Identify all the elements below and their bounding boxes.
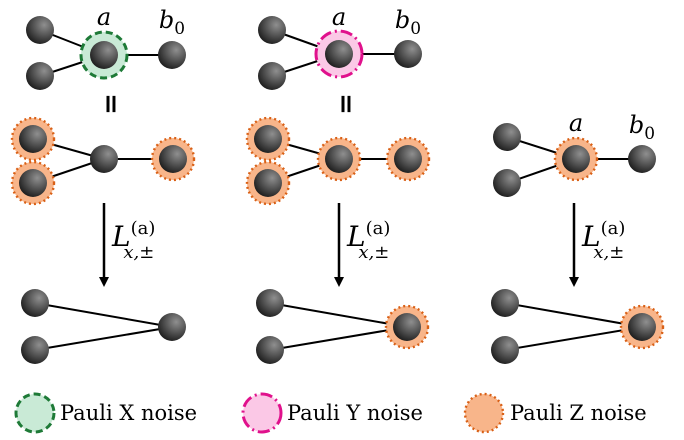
edge bbox=[504, 302, 643, 328]
vertex-label-b0: b0 bbox=[159, 6, 185, 39]
vertex-label-b0: b0 bbox=[395, 6, 421, 39]
graph-node bbox=[394, 40, 422, 68]
legend-item-z: Pauli Z noise bbox=[463, 392, 647, 434]
bottom-graph-y bbox=[256, 289, 430, 364]
graph-node bbox=[493, 169, 521, 197]
top-graph-x: a b0 bbox=[26, 3, 186, 90]
graph-node bbox=[628, 145, 656, 173]
vertex-label-a: a bbox=[569, 109, 583, 137]
graph-node bbox=[256, 289, 284, 317]
graph-node bbox=[258, 16, 286, 44]
graph-node bbox=[325, 145, 353, 173]
graph-node bbox=[158, 41, 186, 69]
column-z-noise: a b0 L(a) x,± bbox=[491, 109, 665, 364]
graph-node bbox=[21, 336, 49, 364]
graph-node bbox=[26, 62, 54, 90]
edge bbox=[34, 302, 173, 328]
graph-node bbox=[325, 40, 353, 68]
graph-node bbox=[493, 123, 521, 151]
graph-node bbox=[394, 145, 422, 173]
graph-node bbox=[21, 289, 49, 317]
graph-node bbox=[491, 289, 519, 317]
column-x-noise: a b0 = L(a) x,± bbox=[10, 3, 196, 364]
graph-node bbox=[90, 145, 118, 173]
operator-label: L(a) x,± bbox=[581, 218, 625, 263]
legend-swatch-y bbox=[241, 392, 283, 434]
column-y-noise: a b0 = L(a) x,± bbox=[245, 3, 431, 364]
edge bbox=[269, 302, 408, 328]
legend-label-x: Pauli X noise bbox=[60, 401, 197, 425]
graph-node bbox=[159, 145, 187, 173]
graph-node bbox=[158, 313, 186, 341]
operator-label: L(a) x,± bbox=[346, 218, 390, 263]
graph-node bbox=[628, 313, 656, 341]
vertex-label-b0: b0 bbox=[629, 111, 655, 144]
operator-label: L(a) x,± bbox=[111, 218, 155, 263]
middle-graph-z: a b0 bbox=[493, 109, 656, 197]
graph-node bbox=[256, 336, 284, 364]
bottom-graph-z bbox=[491, 289, 665, 364]
graph-node bbox=[258, 62, 286, 90]
vertex-label-a: a bbox=[97, 3, 111, 31]
middle-graph-x bbox=[10, 116, 196, 206]
equals-sign: = bbox=[96, 93, 126, 115]
graph-node bbox=[562, 145, 590, 173]
graph-node bbox=[90, 41, 118, 69]
graph-node bbox=[393, 313, 421, 341]
graph-node bbox=[254, 169, 282, 197]
top-graph-y: a b0 bbox=[258, 3, 422, 90]
bottom-graph-x bbox=[21, 289, 186, 364]
middle-graph-y bbox=[245, 116, 431, 206]
legend-item-x: Pauli X noise bbox=[14, 392, 197, 434]
edge bbox=[269, 326, 408, 351]
graph-node bbox=[19, 169, 47, 197]
graph-node bbox=[19, 125, 47, 153]
legend-item-y: Pauli Y noise bbox=[241, 392, 423, 434]
graph-node bbox=[26, 16, 54, 44]
legend-label-y: Pauli Y noise bbox=[287, 401, 423, 425]
equals-sign: = bbox=[331, 93, 361, 115]
legend: Pauli X noise Pauli Y noise Pauli Z nois… bbox=[14, 392, 647, 434]
legend-swatch-x bbox=[14, 392, 56, 434]
legend-label-z: Pauli Z noise bbox=[510, 401, 647, 425]
vertex-label-a: a bbox=[332, 3, 346, 31]
legend-swatch-z bbox=[463, 392, 505, 434]
graph-node bbox=[491, 336, 519, 364]
graph-node bbox=[254, 125, 282, 153]
edge bbox=[34, 326, 173, 351]
edge bbox=[504, 326, 643, 351]
